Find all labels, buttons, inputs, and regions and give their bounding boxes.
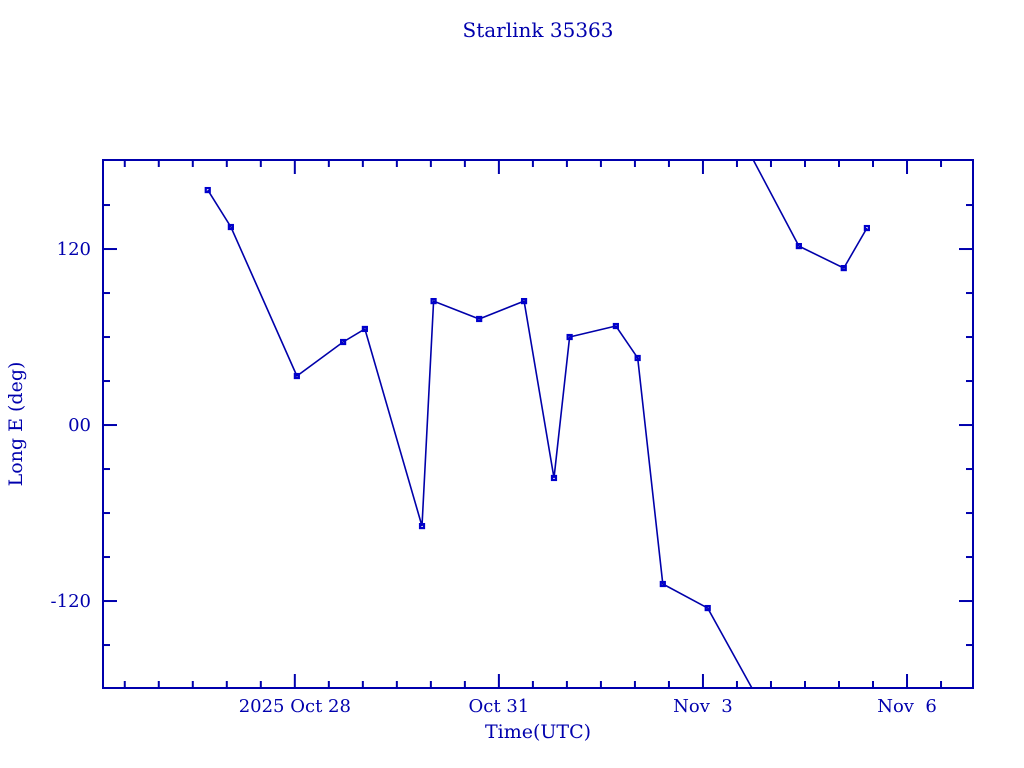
- data-point-marker: [704, 604, 711, 612]
- data-series: [204, 159, 870, 689]
- x-tick-label: 2025 Oct 28: [239, 696, 351, 717]
- data-point-marker: [840, 264, 847, 272]
- x-tick-label: Oct 31: [469, 696, 530, 717]
- axis-tick-labels: 2025 Oct 28 Oct 31 Nov 3 Nov 6 120 00 -120: [51, 239, 937, 717]
- data-point-marker: [340, 338, 347, 346]
- y-tick-label: -120: [51, 591, 91, 612]
- data-point-marker: [293, 372, 300, 380]
- y-axis-title: Long E (deg): [5, 362, 27, 487]
- data-point-marker: [227, 223, 234, 231]
- data-point-marker: [476, 315, 483, 323]
- x-tick-label: Nov 6: [877, 696, 937, 717]
- ground-track-line-segment: [207, 189, 753, 689]
- data-point-marker: [418, 522, 426, 530]
- data-point-marker: [361, 325, 368, 333]
- data-point-marker: [795, 242, 802, 250]
- y-tick-label: 120: [57, 239, 91, 260]
- data-point-marker: [612, 322, 619, 330]
- y-tick-label: 00: [68, 415, 91, 436]
- data-point-marker: [566, 333, 573, 341]
- data-point-marker: [634, 354, 641, 362]
- plot-frame: [102, 159, 974, 689]
- data-point-marker: [550, 474, 558, 482]
- chart-title: Starlink 35363: [463, 18, 614, 42]
- x-tick-label: Nov 3: [673, 696, 733, 717]
- data-point-marker: [520, 297, 528, 305]
- axis-ticks: [103, 160, 973, 688]
- x-axis-title: Time(UTC): [485, 721, 591, 743]
- data-point-marker: [430, 297, 437, 305]
- data-point-marker: [659, 580, 666, 588]
- data-point-marker: [863, 224, 870, 232]
- ground-track-line-segment: [752, 159, 868, 270]
- data-point-marker: [204, 186, 211, 194]
- plot-border: [102, 159, 974, 689]
